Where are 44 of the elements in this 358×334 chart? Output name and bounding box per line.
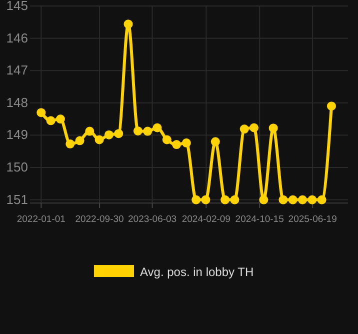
point [192, 195, 201, 204]
point [278, 195, 288, 204]
point [162, 135, 172, 144]
x-tick-label: 2022-09-30 [75, 214, 124, 225]
point [152, 123, 162, 132]
point [220, 195, 230, 204]
y-tick-label: 147 [6, 62, 28, 78]
y-tick-label: 148 [6, 94, 28, 110]
point [124, 20, 133, 29]
point [46, 116, 56, 126]
point [133, 126, 142, 136]
point [143, 126, 152, 136]
point [36, 108, 46, 118]
point [230, 195, 240, 204]
y-tick-label: 150 [6, 159, 28, 174]
y-tick-label: 145 [6, 0, 28, 13]
point [317, 195, 326, 204]
point [85, 126, 94, 136]
point [326, 102, 336, 111]
point [259, 195, 268, 204]
point [172, 140, 182, 150]
point [210, 137, 220, 146]
point [308, 195, 317, 204]
point [75, 136, 84, 146]
x-tick-label: 2022-01-01 [16, 214, 66, 225]
x-tick-label: 2023-06-03 [128, 214, 177, 225]
point [201, 195, 210, 204]
point [182, 138, 191, 148]
y-tick-label: 151 [6, 192, 28, 207]
x-tick-label: 2024-10-15 [235, 214, 284, 225]
point [298, 195, 308, 204]
point [288, 195, 298, 204]
point [114, 129, 124, 138]
point [56, 114, 65, 124]
y-tick-label: 149 [6, 127, 28, 142]
legend-label: Avg. pos. in lobby TH [140, 265, 254, 279]
x-tick-label: 2025-06-19 [288, 214, 337, 225]
point [94, 135, 104, 144]
point [250, 123, 259, 132]
point [240, 124, 249, 134]
point [104, 130, 114, 140]
y-tick-label: 146 [6, 30, 28, 46]
point [66, 139, 75, 148]
x-tick-label: 2024-02-09 [182, 214, 230, 225]
